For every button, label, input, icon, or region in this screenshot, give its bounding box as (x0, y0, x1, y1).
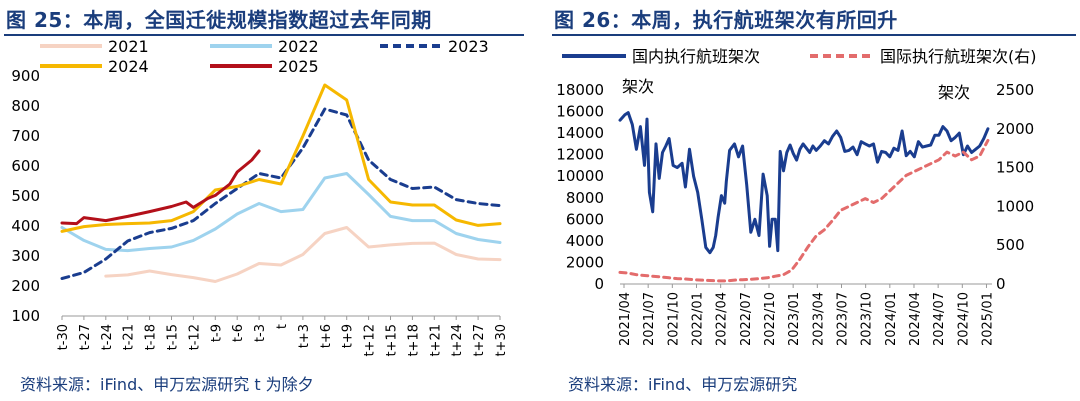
x-tick-label: 2023/10 (860, 292, 875, 346)
right-title-rule (552, 34, 1076, 36)
series-line-2022 (60, 172, 502, 253)
x-tick-label: t-24 (100, 324, 115, 350)
right-y-tick-label: 0 (996, 275, 1006, 293)
right-source-note: 资料来源：iFind、申万宏源研究 (568, 375, 798, 394)
y-tick-label: 300 (11, 247, 40, 265)
legend-label-2022: 2022 (278, 37, 319, 56)
x-tick-label: t-27 (78, 324, 93, 350)
right-chart-title: 图 26：本周，执行航班架次有所回升 (554, 8, 898, 32)
legend-label-domestic: 国内执行航班架次 (632, 47, 760, 66)
y-tick-label: 200 (11, 277, 40, 295)
x-tick-label: t-30 (56, 324, 71, 350)
x-tick-label: t+30 (494, 324, 509, 357)
right-chart-panel: 图 26：本周，执行航班架次有所回升 0 2000 4000 6000 8000 1000… (548, 0, 1080, 401)
series-line-domestic (618, 111, 990, 255)
left-chart-panel: 图 25：本周，全国迁徙规模指数超过去年同期 100 200 300 400 500 60… (0, 0, 528, 401)
legend-label-2023: 2023 (448, 37, 489, 56)
x-tick-label: t-18 (144, 324, 159, 350)
x-tick-label: t+18 (406, 324, 421, 357)
x-tick-label: 2025/01 (980, 292, 995, 346)
y-tick-label: 900 (11, 67, 40, 85)
y-tick-label: 400 (11, 217, 40, 235)
y-tick-label: 800 (11, 97, 40, 115)
series-line-2025 (60, 149, 261, 226)
y-tick-label: 100 (11, 307, 40, 325)
x-tick-label: 2023/01 (787, 292, 802, 346)
left-y-tick-label: 4000 (566, 232, 604, 250)
x-tick-label: 2024/04 (908, 292, 923, 346)
y-tick-label: 700 (11, 127, 40, 145)
migration-index-chart: 100 200 300 400 500 600 700 800 900 t-30 t-27 t-24 t… (11, 37, 509, 357)
legend-label-2025: 2025 (278, 57, 319, 76)
left-y-tick-label: 14000 (556, 124, 604, 142)
x-tick-label: 2022/04 (715, 292, 730, 346)
right-y-tick-label: 2500 (996, 81, 1034, 99)
x-tick-label: t-3 (253, 324, 268, 342)
x-tick-label: 2024/01 (884, 292, 899, 346)
x-tick-label: t-15 (166, 324, 181, 350)
x-tick-label: t+27 (472, 324, 487, 357)
left-y-tick-label: 12000 (556, 146, 604, 164)
x-tick-label: 2023/04 (811, 292, 826, 346)
x-tick-label: t+3 (297, 324, 312, 348)
x-tick-label: t (275, 324, 290, 329)
x-tick-label: t+24 (450, 324, 465, 357)
x-tick-label: t-21 (122, 324, 137, 350)
left-y-tick-label: 8000 (566, 189, 604, 207)
y-tick-label: 600 (11, 157, 40, 175)
x-tick-label: 2024/07 (932, 292, 947, 346)
x-tick-label: 2021/07 (642, 292, 657, 346)
x-tick-label: t-6 (231, 324, 246, 342)
left-y-tick-label: 16000 (556, 103, 604, 121)
x-tick-label: t+21 (428, 324, 443, 357)
x-tick-label: t+15 (385, 324, 400, 357)
left-y-tick-label: 2000 (566, 253, 604, 271)
x-tick-label: 2024/10 (956, 292, 971, 346)
x-tick-label: 2021/04 (618, 292, 633, 346)
series-line-2024 (60, 83, 502, 233)
legend-label-international: 国际执行航班架次(右) (880, 47, 1037, 66)
legend-label-2024: 2024 (108, 57, 149, 76)
flights-chart: 0200040006000800010000120001400016000180… (556, 47, 1037, 346)
x-tick-label: 2021/10 (666, 292, 681, 346)
right-y-tick-label: 1500 (996, 159, 1034, 177)
right-y-tick-label: 500 (996, 236, 1025, 254)
left-y-tick-label: 18000 (556, 81, 604, 99)
x-tick-label: t-9 (209, 324, 224, 342)
series-line-international (618, 138, 990, 283)
x-tick-label: t+12 (363, 324, 378, 357)
x-tick-label: 2022/10 (763, 292, 778, 346)
right-y-tick-label: 2000 (996, 120, 1034, 138)
series-line-2021 (104, 226, 502, 283)
x-tick-label: 2022/07 (739, 292, 754, 346)
x-tick-label: t+9 (341, 324, 356, 348)
left-axis-label: 架次 (622, 77, 654, 96)
left-source-note: 资料来源：iFind、申万宏源研究 t 为除夕 (20, 375, 314, 394)
x-tick-label: t+6 (319, 324, 334, 348)
left-y-tick-label: 0 (594, 275, 604, 293)
x-tick-label: 2022/01 (690, 292, 705, 346)
left-y-tick-label: 6000 (566, 210, 604, 228)
y-tick-label: 500 (11, 187, 40, 205)
right-y-tick-label: 1000 (996, 197, 1034, 215)
left-y-tick-label: 10000 (556, 167, 604, 185)
series-line-2023 (60, 107, 502, 280)
left-title-rule (4, 34, 524, 36)
right-axis-label: 架次 (938, 83, 970, 102)
legend-label-2021: 2021 (108, 37, 149, 56)
left-chart-title: 图 25：本周，全国迁徙规模指数超过去年同期 (6, 8, 432, 32)
x-tick-label: t-12 (187, 324, 202, 350)
x-tick-label: 2023/07 (835, 292, 850, 346)
